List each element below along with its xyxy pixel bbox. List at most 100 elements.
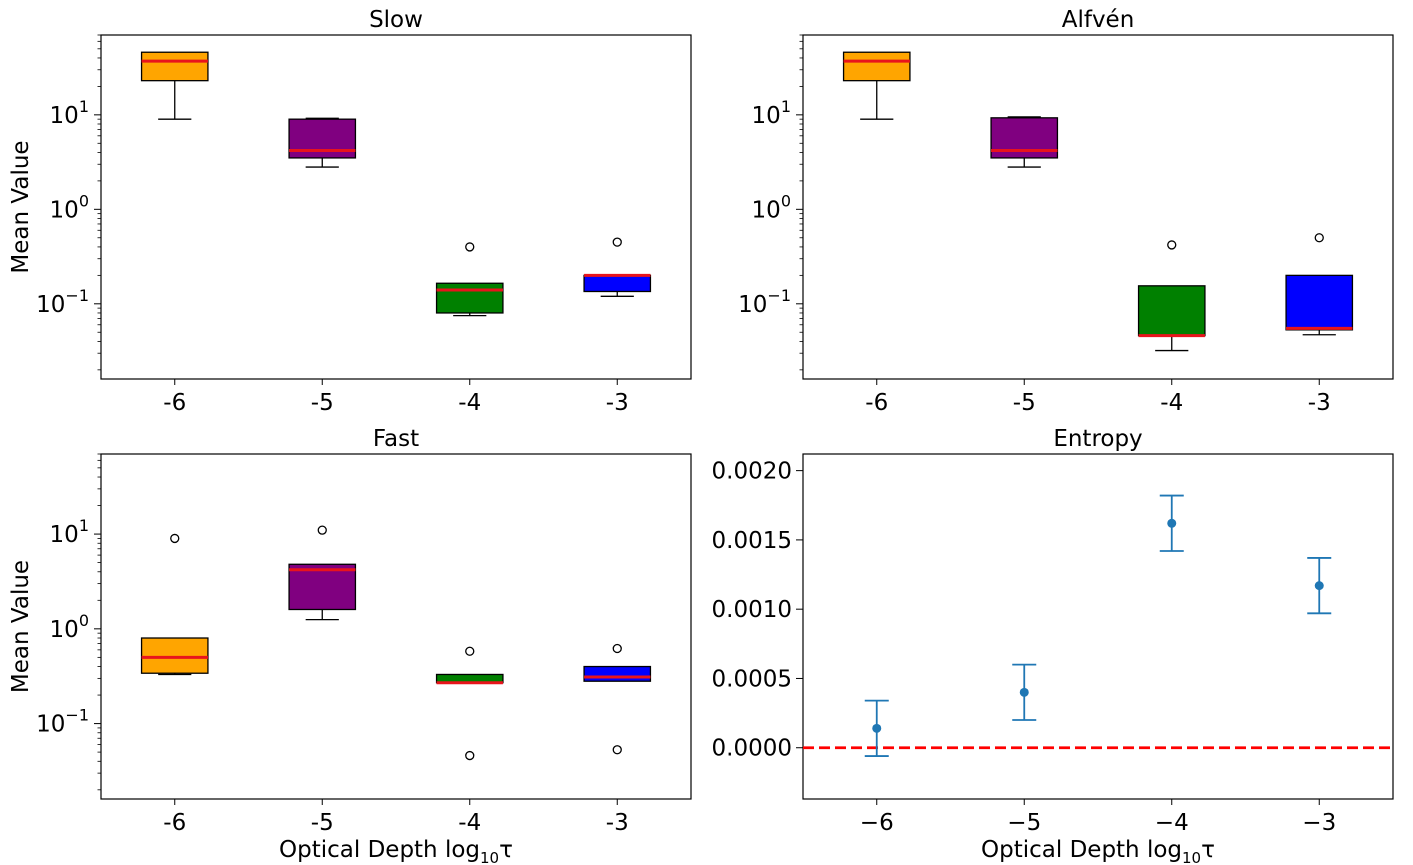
box-outlier bbox=[465, 242, 475, 252]
x-axis-label-main: Optical Depth log bbox=[981, 837, 1182, 863]
y-tick-label: 0.0010 bbox=[712, 597, 792, 623]
x-axis-label-subscript: 10 bbox=[1182, 849, 1201, 865]
x-tick-label: -4 bbox=[458, 390, 481, 416]
y-tick-label-base: 10 bbox=[50, 103, 79, 129]
x-axis-label-subscript: 10 bbox=[480, 849, 499, 865]
y-tick-label-exponent: 0 bbox=[79, 611, 89, 630]
y-tick-label: 0.0000 bbox=[712, 736, 792, 762]
box--4 bbox=[1137, 240, 1206, 352]
x-tick-label: -5 bbox=[311, 810, 334, 836]
y-tick-label: 100 bbox=[50, 611, 89, 643]
y-tick-label: 0.0015 bbox=[712, 528, 792, 554]
y-tick-label-exponent: 1 bbox=[79, 516, 89, 535]
y-tick-label-base: 10 bbox=[50, 522, 79, 548]
panel-title: Slow bbox=[369, 7, 423, 33]
y-tick-label-base: 10 bbox=[50, 197, 79, 223]
x-tick-label: −6 bbox=[860, 810, 894, 836]
y-tick-label: 101 bbox=[752, 97, 791, 129]
box-outlier bbox=[612, 745, 622, 755]
box-body bbox=[140, 637, 209, 674]
box-outlier bbox=[465, 750, 475, 761]
y-tick-label-base: 10 bbox=[36, 712, 65, 738]
x-tick-label: -6 bbox=[163, 810, 186, 836]
y-tick-label: 101 bbox=[50, 97, 89, 129]
box-outlier bbox=[465, 646, 475, 656]
x-axis-label: Optical Depth log10τ bbox=[981, 837, 1215, 865]
plot-frame bbox=[100, 453, 692, 800]
y-tick-label: 0.0020 bbox=[712, 459, 792, 485]
box--3 bbox=[1285, 233, 1354, 336]
y-tick-label-exponent: 1 bbox=[781, 97, 791, 116]
x-tick-label: -5 bbox=[1013, 390, 1036, 416]
y-axis-label: Mean Value bbox=[8, 140, 34, 273]
box-outlier bbox=[317, 525, 327, 535]
y-tick-label: 10−1 bbox=[36, 706, 89, 738]
x-tick-label: −5 bbox=[1007, 810, 1041, 836]
y-tick-label-base: 10 bbox=[752, 197, 781, 223]
y-tick-label-exponent: 0 bbox=[781, 191, 791, 210]
errorbar-point bbox=[1012, 663, 1037, 721]
box-body bbox=[288, 563, 357, 611]
plot-frame bbox=[802, 453, 1394, 800]
panel-title: Alfvén bbox=[1062, 7, 1135, 33]
y-tick-label-exponent: −1 bbox=[65, 286, 89, 305]
y-tick-label: 10−1 bbox=[738, 286, 791, 318]
data-point bbox=[1167, 518, 1177, 528]
x-tick-label: -6 bbox=[865, 390, 888, 416]
box--6 bbox=[140, 51, 209, 120]
x-tick-label: -3 bbox=[606, 810, 629, 836]
x-axis-label-symbol: τ bbox=[499, 837, 513, 863]
y-tick-label: 101 bbox=[50, 516, 89, 548]
y-tick-label: 100 bbox=[50, 191, 89, 223]
box-body bbox=[140, 51, 209, 82]
panel-entropy: Entropy −6 −5 −4 −3 Optical Depth log10τ 0.000… bbox=[712, 426, 1394, 865]
box--3 bbox=[583, 643, 652, 755]
x-tick-label: −4 bbox=[1155, 810, 1189, 836]
x-tick-label: -3 bbox=[606, 390, 629, 416]
box--6 bbox=[140, 533, 209, 676]
x-tick-label: -4 bbox=[1160, 390, 1183, 416]
box-outlier bbox=[612, 237, 622, 247]
plot-frame bbox=[802, 34, 1394, 380]
x-axis-label: Optical Depth log10τ bbox=[279, 837, 513, 865]
box--5 bbox=[990, 116, 1059, 168]
errorbar-point bbox=[1159, 494, 1184, 552]
box-body bbox=[435, 282, 504, 314]
box--5 bbox=[288, 525, 357, 621]
box--3 bbox=[583, 237, 652, 297]
y-tick-label-base: 10 bbox=[738, 292, 767, 318]
box-outlier bbox=[1314, 233, 1324, 243]
panel-title: Fast bbox=[373, 426, 419, 452]
y-tick-label-base: 10 bbox=[752, 103, 781, 129]
errorbar-point bbox=[1307, 557, 1332, 615]
box-body bbox=[583, 274, 652, 293]
y-tick-label-exponent: −1 bbox=[65, 706, 89, 725]
data-point bbox=[872, 723, 882, 733]
y-tick-label-exponent: 0 bbox=[79, 191, 89, 210]
box-body bbox=[842, 51, 911, 82]
y-tick-label-exponent: 1 bbox=[79, 97, 89, 116]
y-tick-label-base: 10 bbox=[50, 617, 79, 643]
x-axis-label-main: Optical Depth log bbox=[279, 837, 480, 863]
box--4 bbox=[435, 242, 504, 317]
x-tick-label: -3 bbox=[1308, 390, 1331, 416]
x-tick-label: -4 bbox=[458, 810, 481, 836]
box-body bbox=[1285, 274, 1354, 331]
x-tick-label: -5 bbox=[311, 390, 334, 416]
box--5 bbox=[288, 117, 357, 168]
box-outlier bbox=[1167, 240, 1177, 250]
box-body bbox=[288, 118, 357, 159]
x-axis-label-symbol: τ bbox=[1201, 837, 1215, 863]
x-tick-label: −3 bbox=[1302, 810, 1336, 836]
box-outlier bbox=[170, 533, 180, 544]
box-outlier bbox=[612, 643, 622, 654]
x-tick-label: -6 bbox=[163, 390, 186, 416]
box-body bbox=[583, 665, 652, 682]
data-point bbox=[1019, 687, 1029, 697]
box--4 bbox=[435, 646, 504, 761]
box--6 bbox=[842, 51, 911, 120]
